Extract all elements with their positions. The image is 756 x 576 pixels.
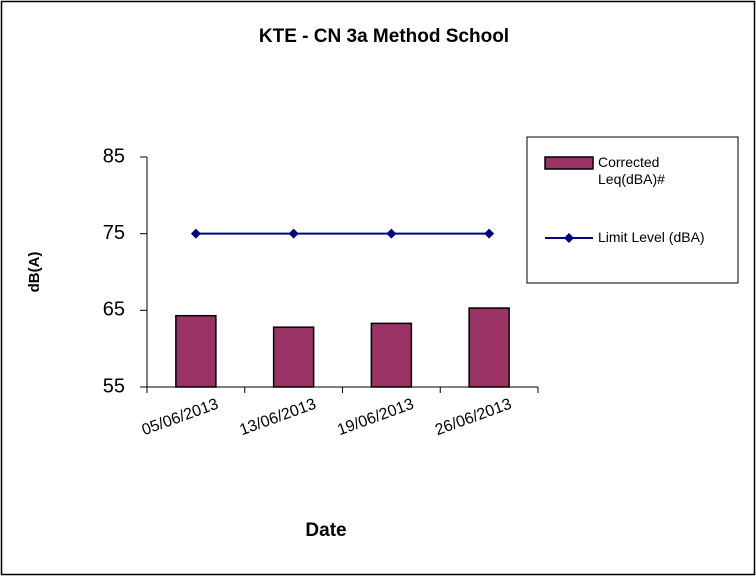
y-tick-label: 55 [103, 375, 125, 397]
y-tick-label: 65 [103, 299, 125, 321]
legend-label-box: Limit Level (dBA) [598, 229, 705, 245]
legend-marker [564, 233, 574, 243]
y-tick-label: 85 [103, 145, 125, 167]
line-marker [386, 228, 397, 239]
x-axis-label: Date [305, 520, 346, 541]
legend-swatch [544, 156, 594, 170]
bar [468, 307, 510, 388]
bar [272, 326, 315, 388]
line-marker [190, 228, 201, 239]
line-marker [484, 228, 495, 239]
chart-title: KTE - CN 3a Method School [259, 26, 509, 47]
y-tick-label: 75 [103, 222, 125, 244]
bar [370, 322, 413, 388]
legend-label-box: Corrected Leq(dBA)# [598, 154, 665, 187]
line-marker [288, 228, 299, 239]
y-axis-label: dB(A) [26, 252, 43, 293]
legend-label: Limit Level (dBA) [598, 229, 705, 245]
bar [175, 314, 217, 388]
legend-label: Corrected Leq(dBA)# [598, 154, 665, 187]
